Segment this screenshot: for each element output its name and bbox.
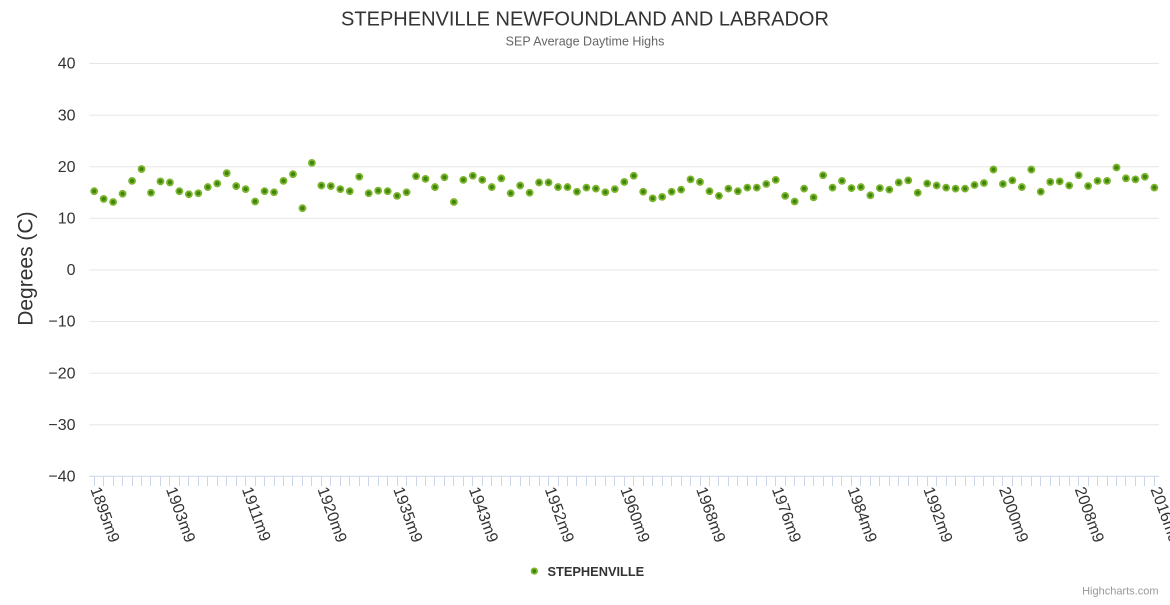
svg-text:STEPHENVILLE NEWFOUNDLAND AND: STEPHENVILLE NEWFOUNDLAND AND LABRADOR xyxy=(341,9,829,31)
svg-text:10: 10 xyxy=(58,211,76,228)
svg-text:40: 40 xyxy=(58,56,76,73)
svg-text:20: 20 xyxy=(58,159,76,176)
svg-text:30: 30 xyxy=(58,107,76,124)
svg-text:−10: −10 xyxy=(48,314,75,331)
svg-text:Degrees (C): Degrees (C) xyxy=(15,211,38,325)
svg-text:−30: −30 xyxy=(48,417,75,434)
svg-text:−40: −40 xyxy=(48,469,75,486)
svg-text:STEPHENVILLE: STEPHENVILLE xyxy=(548,564,645,579)
svg-text:Highcharts.com: Highcharts.com xyxy=(1082,586,1158,598)
svg-text:SEP Average Daytime Highs: SEP Average Daytime Highs xyxy=(506,35,665,49)
svg-text:−20: −20 xyxy=(48,365,75,382)
svg-text:0: 0 xyxy=(67,262,76,279)
